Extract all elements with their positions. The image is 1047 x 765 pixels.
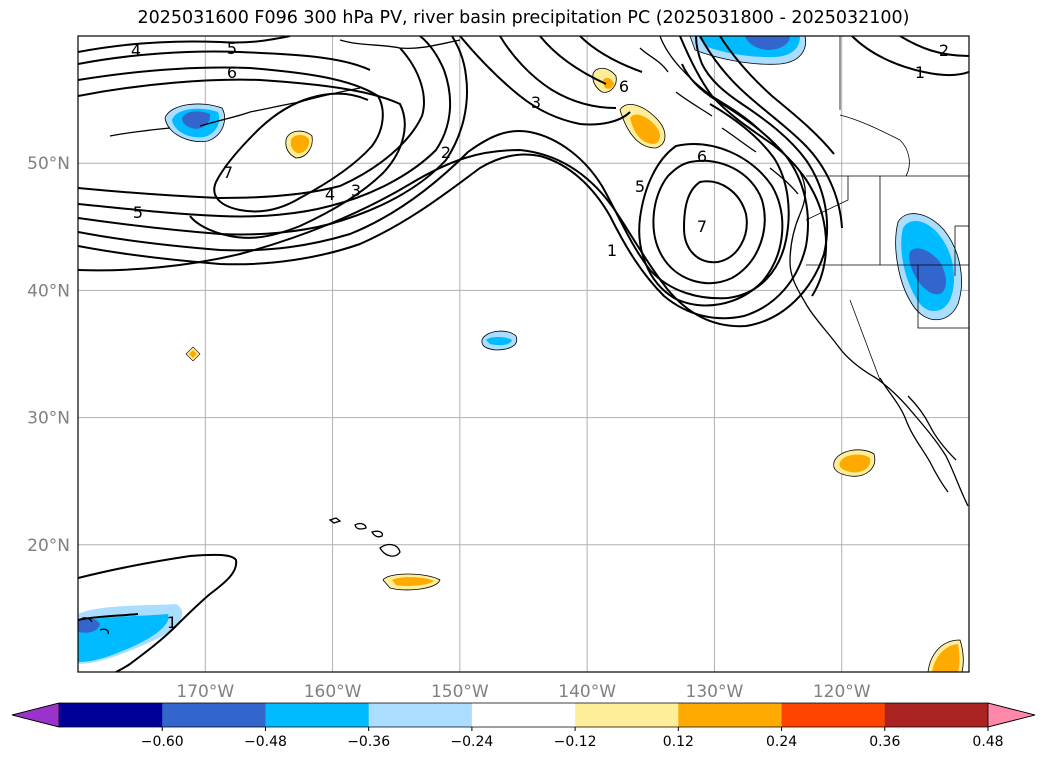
latitude-labels: 20°N 30°N 40°N 50°N xyxy=(27,154,70,556)
map-background xyxy=(78,36,969,672)
contour-label: 2 xyxy=(939,41,949,60)
pv-contour-labels: 4 5 6 7 4 3 2 3 5 6 1 7 6 1 2 5 1 xyxy=(131,39,949,632)
positive-anomaly-patch xyxy=(189,350,197,358)
contour-label: 3 xyxy=(531,93,541,112)
contour-label: 6 xyxy=(697,147,707,166)
latitude-tick-label: 50°N xyxy=(27,154,70,174)
colorbar-segment xyxy=(781,703,886,727)
longitude-tick-label: 120°W xyxy=(813,682,871,702)
contour-label: 4 xyxy=(325,185,335,204)
latitude-tick-label: 30°N xyxy=(27,409,70,429)
colorbar-segment xyxy=(368,703,473,727)
colorbar-tick-label: −0.36 xyxy=(347,734,390,750)
colorbar-tick-label: −0.24 xyxy=(450,734,493,750)
negative-anomaly-patch xyxy=(745,36,790,50)
state-borders xyxy=(805,36,969,381)
longitude-tick-label: 160°W xyxy=(304,682,362,702)
colorbar-segment xyxy=(162,703,266,727)
colorbar-segment xyxy=(884,703,989,727)
longitude-labels: 170°W 160°W 150°W 140°W 130°W 120°W xyxy=(176,682,870,702)
longitude-tick-label: 170°W xyxy=(176,682,234,702)
colorbar-segment xyxy=(59,703,163,727)
map-title: 2025031600 F096 300 hPa PV, river basin … xyxy=(137,8,910,28)
colorbar-tick-label: 0.24 xyxy=(766,734,797,750)
longitude-tick-label: 140°W xyxy=(558,682,616,702)
negative-anomaly-patch xyxy=(909,248,946,295)
negative-anomaly-patch xyxy=(486,337,512,346)
negative-anomaly-patch xyxy=(78,614,169,662)
longitude-tick-label: 150°W xyxy=(431,682,489,702)
contour-label: 1 xyxy=(167,613,177,632)
positive-anomaly-patch xyxy=(630,114,660,144)
contour-label: 5 xyxy=(133,203,143,222)
latitude-tick-label: 20°N xyxy=(27,536,70,556)
colorbar-segment xyxy=(265,703,370,727)
colorbar-extend-max xyxy=(987,702,1036,728)
latitude-tick-label: 40°N xyxy=(27,281,70,301)
colorbar: −0.60 −0.48 −0.36 −0.24 −0.12 0.12 0.24 0.36 0.4… xyxy=(11,702,1036,750)
colorbar-tick-label: 0.36 xyxy=(869,734,900,750)
contour-label: 4 xyxy=(131,41,141,60)
positive-anomaly-patch xyxy=(290,134,310,154)
positive-anomaly-patch xyxy=(839,454,871,473)
map-frame xyxy=(77,35,970,673)
contour-label: 6 xyxy=(619,77,629,96)
positive-anomaly-patch xyxy=(603,77,614,89)
contour-label: 1 xyxy=(915,63,925,82)
pv-contours xyxy=(78,36,969,672)
colorbar-tick-label: 0.48 xyxy=(972,734,1003,750)
contour-label: 5 xyxy=(227,39,237,58)
colorbar-tick-label: −0.48 xyxy=(244,734,287,750)
negative-anomaly-patch xyxy=(78,617,100,633)
positive-anomaly-patch xyxy=(932,644,960,672)
positive-anomaly-patch xyxy=(392,577,434,586)
contour-label: 5 xyxy=(635,177,645,196)
contour-label: 7 xyxy=(223,163,233,182)
contour-label: 6 xyxy=(227,63,237,82)
graticule xyxy=(78,36,969,672)
contour-label: 3 xyxy=(351,181,361,200)
colorbar-outline xyxy=(11,702,1036,728)
colorbar-segment xyxy=(678,703,783,727)
colorbar-segment xyxy=(471,703,576,727)
contour-label: 1 xyxy=(607,241,617,260)
colorbar-segment xyxy=(575,703,679,727)
colorbar-tick-label: −0.60 xyxy=(141,734,184,750)
colorbar-extend-min xyxy=(11,702,60,728)
colorbar-tick-label: 0.12 xyxy=(663,734,694,750)
precip-anomaly-patches xyxy=(78,36,964,672)
longitude-tick-label: 130°W xyxy=(686,682,744,702)
contour-label: 2 xyxy=(441,143,451,162)
contour-label: 7 xyxy=(697,217,707,236)
colorbar-tick-label: −0.12 xyxy=(554,734,597,750)
